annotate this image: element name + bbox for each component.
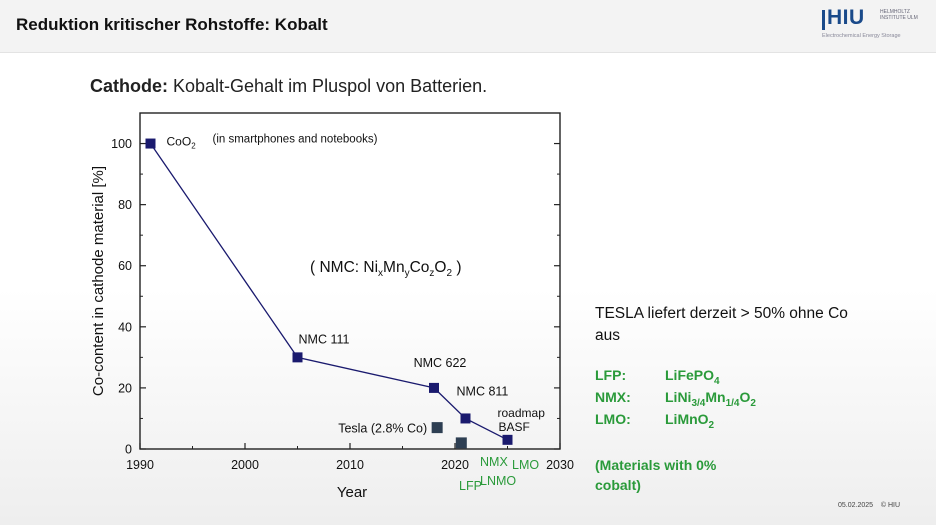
tesla-point — [431, 422, 443, 434]
logo-subtitle: Electrochemical Energy Storage — [822, 33, 901, 39]
x-tick-label: 2010 — [336, 458, 364, 472]
material-formula: LiMnO2 — [665, 411, 715, 431]
label-tesla: Tesla (2.8% Co) — [338, 422, 427, 436]
annotation-lmo: LMO — [512, 458, 539, 472]
x-tick-label: 2030 — [546, 458, 574, 472]
footer: 05.02.2025 © HIU — [838, 502, 900, 509]
title-bar: Reduktion kritischer Rohstoffe: Kobalt H… — [0, 0, 936, 53]
material-abbr: LFP: — [595, 367, 627, 383]
main-series-point — [429, 382, 439, 393]
x-axis-label: Year — [337, 484, 367, 501]
footer-copyright: © HIU — [880, 502, 901, 509]
material-abbr: LMO: — [595, 411, 631, 427]
tesla-point — [455, 437, 467, 449]
footer-date: 05.02.2025 — [838, 502, 874, 509]
series-lines — [149, 143, 508, 441]
hiu-logo: HIU HELMHOLTZ INSTITUTE ULM Electrochemi… — [822, 6, 922, 44]
data-points — [145, 138, 513, 449]
logo-text: HIU — [827, 6, 865, 29]
material-formula: LiNi3/4Mn1/4O2 — [665, 389, 756, 409]
y-tick-label: 40 — [118, 320, 132, 334]
y-tick-label: 100 — [111, 137, 132, 151]
label-nmc811: NMC 811 — [457, 384, 509, 398]
green-annotations: NMX LMO LFP LNMO — [459, 455, 539, 493]
label-coo2: CoO2 — [167, 135, 197, 151]
y-axis-label: Co-content in cathode material [%] — [90, 166, 107, 396]
axes: 1990 2000 2010 2020 2030 0 20 40 60 80 100 — [111, 137, 574, 472]
y-tick-label: 80 — [118, 198, 132, 212]
tesla-note: TESLA liefert derzeit > 50% ohne Co aus — [595, 305, 848, 344]
y-tick-label: 0 — [125, 443, 132, 457]
y-tick-label: 20 — [118, 381, 132, 395]
zero-cobalt-note: (Materials with 0% cobalt) — [595, 457, 717, 493]
material-abbr: NMX: — [595, 389, 631, 405]
material-formula: LiFePO4 — [665, 367, 720, 387]
main-series-point — [460, 413, 471, 424]
label-coo2-note: (in smartphones and notebooks) — [213, 134, 378, 146]
main-series-point — [292, 352, 303, 363]
slide-title: Reduktion kritischer Rohstoffe: Kobalt — [16, 15, 328, 34]
subtitle-text: Kobalt-Gehalt im Pluspol von Batterien. — [168, 76, 488, 96]
main-series-point — [502, 434, 513, 445]
slide-subtitle: Cathode: Kobalt-Gehalt im Pluspol von Ba… — [90, 76, 487, 97]
annotation-lfp: LFP — [459, 479, 482, 493]
plot-frame — [139, 112, 561, 450]
x-tick-label: 1990 — [126, 458, 154, 472]
logo-bar — [822, 10, 825, 30]
subtitle-bold: Cathode: — [90, 76, 168, 96]
annotation-lnmo: LNMO — [480, 474, 516, 488]
point-labels: CoO2 (in smartphones and notebooks) NMC 11… — [167, 134, 546, 436]
label-basf: BASF — [499, 420, 530, 434]
x-tick-label: 2020 — [441, 458, 469, 472]
label-nmc111: NMC 111 — [299, 332, 350, 346]
x-tick-label: 2000 — [231, 458, 259, 472]
main-series-line — [149, 143, 508, 441]
logo-institute: HELMHOLTZ INSTITUTE ULM — [880, 9, 918, 21]
label-roadmap: roadmap — [498, 406, 546, 420]
main-series-point — [145, 138, 156, 149]
label-nmc622: NMC 622 — [414, 356, 467, 370]
y-tick-label: 60 — [118, 259, 132, 273]
annotation-nmx: NMX — [480, 455, 508, 469]
inner-formula-label: ( NMC: NixMnyCozO2 ) — [310, 259, 462, 279]
